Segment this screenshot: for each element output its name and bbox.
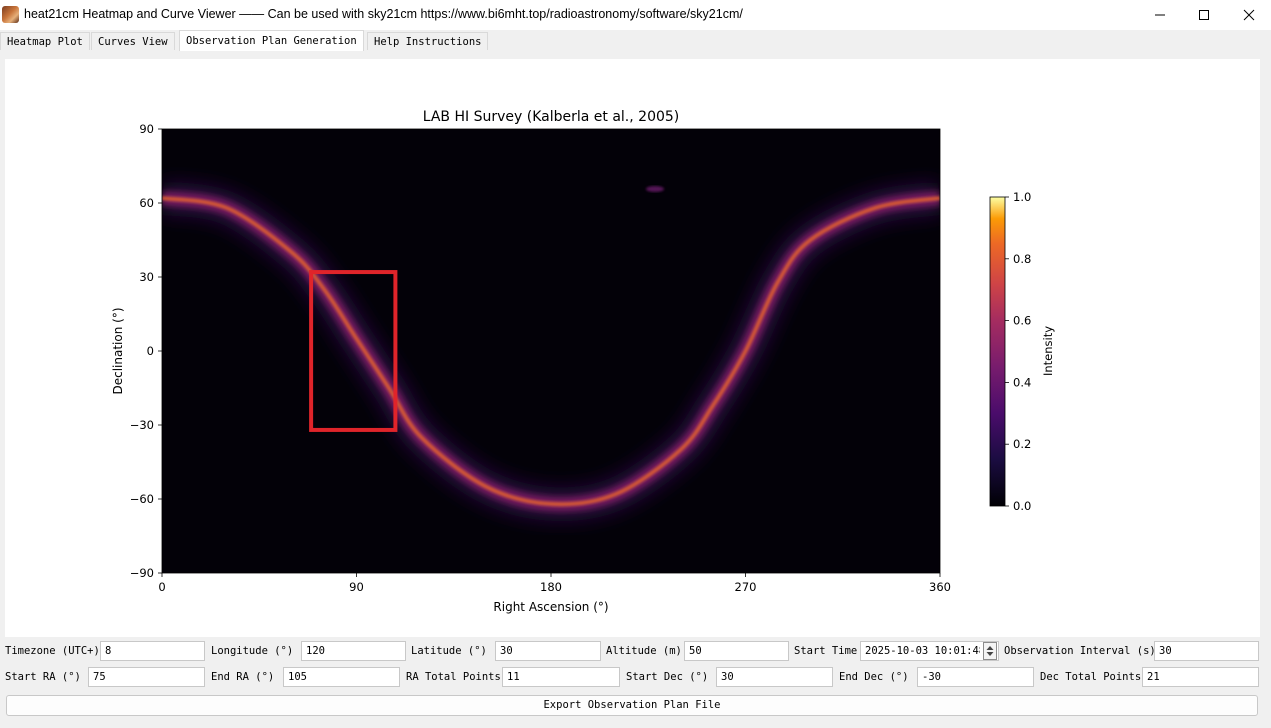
y-axis-label: Declination (°) bbox=[111, 307, 125, 394]
selection-rectangle bbox=[309, 270, 398, 432]
close-button[interactable] bbox=[1226, 0, 1271, 30]
tab-heatmap-plot[interactable]: Heatmap Plot bbox=[0, 32, 90, 50]
title-bar: heat21cm Heatmap and Curve Viewer —— Can… bbox=[0, 0, 1271, 30]
maximize-button[interactable] bbox=[1181, 0, 1227, 30]
minimize-icon bbox=[1155, 14, 1165, 16]
y-tick-label: 30 bbox=[139, 270, 154, 284]
end-ra-label: End RA (°) bbox=[211, 671, 275, 683]
y-tick-label: −90 bbox=[130, 566, 154, 580]
end-dec-input[interactable] bbox=[917, 667, 1034, 687]
minimize-button[interactable] bbox=[1137, 0, 1183, 30]
timezone-input[interactable] bbox=[100, 641, 205, 661]
tab-curves-view[interactable]: Curves View bbox=[91, 32, 175, 50]
start-time-spinner[interactable] bbox=[983, 642, 997, 660]
start-dec-input[interactable] bbox=[716, 667, 833, 687]
maximize-icon bbox=[1199, 10, 1209, 20]
x-tick-label: 0 bbox=[158, 580, 165, 594]
timezone-label: Timezone (UTC+) bbox=[5, 645, 100, 657]
export-observation-plan-button[interactable]: Export Observation Plan File bbox=[6, 695, 1258, 716]
spinner-arrows-icon bbox=[986, 646, 994, 656]
colorbar-tick-label: 0.6 bbox=[1013, 314, 1031, 328]
tab-help-instructions[interactable]: Help Instructions bbox=[367, 32, 489, 50]
observation-interval-input[interactable] bbox=[1154, 641, 1259, 661]
colorbar-tick-label: 0.8 bbox=[1013, 252, 1031, 266]
galactic-plane-band bbox=[162, 181, 940, 522]
colorbar bbox=[989, 196, 1006, 507]
dec-total-points-input[interactable] bbox=[1142, 667, 1259, 687]
ra-total-points-label: RA Total Points bbox=[406, 671, 501, 683]
colorbar-tick-label: 1.0 bbox=[1013, 190, 1031, 204]
close-icon bbox=[1243, 9, 1255, 21]
start-ra-label: Start RA (°) bbox=[5, 671, 81, 683]
latitude-label: Latitude (°) bbox=[411, 645, 487, 657]
end-ra-input[interactable] bbox=[283, 667, 400, 687]
form-row-grid: Start RA (°) End RA (°) RA Total Points … bbox=[0, 667, 1271, 689]
colorbar-tick-label: 0.0 bbox=[1013, 499, 1031, 513]
x-tick-label: 270 bbox=[735, 580, 757, 594]
ra-total-points-input[interactable] bbox=[502, 667, 620, 687]
window-title: heat21cm Heatmap and Curve Viewer —— Can… bbox=[24, 7, 743, 21]
form-row-location: Timezone (UTC+) Longitude (°) Latitude (… bbox=[0, 641, 1271, 663]
x-axis-label: Right Ascension (°) bbox=[493, 600, 608, 614]
start-time-input[interactable] bbox=[860, 641, 999, 661]
y-tick-label: 60 bbox=[139, 196, 154, 210]
app-icon bbox=[2, 6, 19, 23]
latitude-input[interactable] bbox=[495, 641, 601, 661]
y-tick-label: −60 bbox=[130, 492, 154, 506]
hi-cloud-spot bbox=[646, 186, 664, 192]
band-core bbox=[162, 196, 940, 507]
start-time-label: Start Time bbox=[794, 645, 858, 657]
altitude-label: Altitude (m) bbox=[606, 645, 682, 657]
observation-interval-label: Observation Interval (s) bbox=[1004, 645, 1156, 657]
start-ra-input[interactable] bbox=[88, 667, 205, 687]
x-tick-label: 90 bbox=[349, 580, 364, 594]
altitude-input[interactable] bbox=[684, 641, 789, 661]
x-tick-label: 360 bbox=[929, 580, 951, 594]
longitude-input[interactable] bbox=[301, 641, 406, 661]
colorbar-tick-label: 0.2 bbox=[1013, 437, 1031, 451]
colorbar-axis: 1.0 0.8 0.6 0.4 0.2 0.0 bbox=[1005, 190, 1031, 513]
end-dec-label: End Dec (°) bbox=[839, 671, 909, 683]
longitude-label: Longitude (°) bbox=[211, 645, 294, 657]
colorbar-tick-label: 0.4 bbox=[1013, 375, 1031, 389]
tab-observation-plan-generation[interactable]: Observation Plan Generation bbox=[179, 30, 364, 51]
tab-bar: Heatmap Plot Curves View Observation Pla… bbox=[0, 30, 1271, 51]
y-tick-label: 90 bbox=[139, 122, 154, 136]
y-tick-label: 0 bbox=[147, 344, 154, 358]
x-tick-label: 180 bbox=[540, 580, 562, 594]
y-tick-label: −30 bbox=[130, 418, 154, 432]
y-axis: 90 60 30 0 −30 −60 −90 bbox=[130, 122, 162, 580]
colorbar-label: Intensity bbox=[1041, 326, 1055, 376]
start-dec-label: Start Dec (°) bbox=[626, 671, 709, 683]
dec-total-points-label: Dec Total Points bbox=[1040, 671, 1142, 683]
plot-title: LAB HI Survey (Kalberla et al., 2005) bbox=[423, 109, 680, 125]
